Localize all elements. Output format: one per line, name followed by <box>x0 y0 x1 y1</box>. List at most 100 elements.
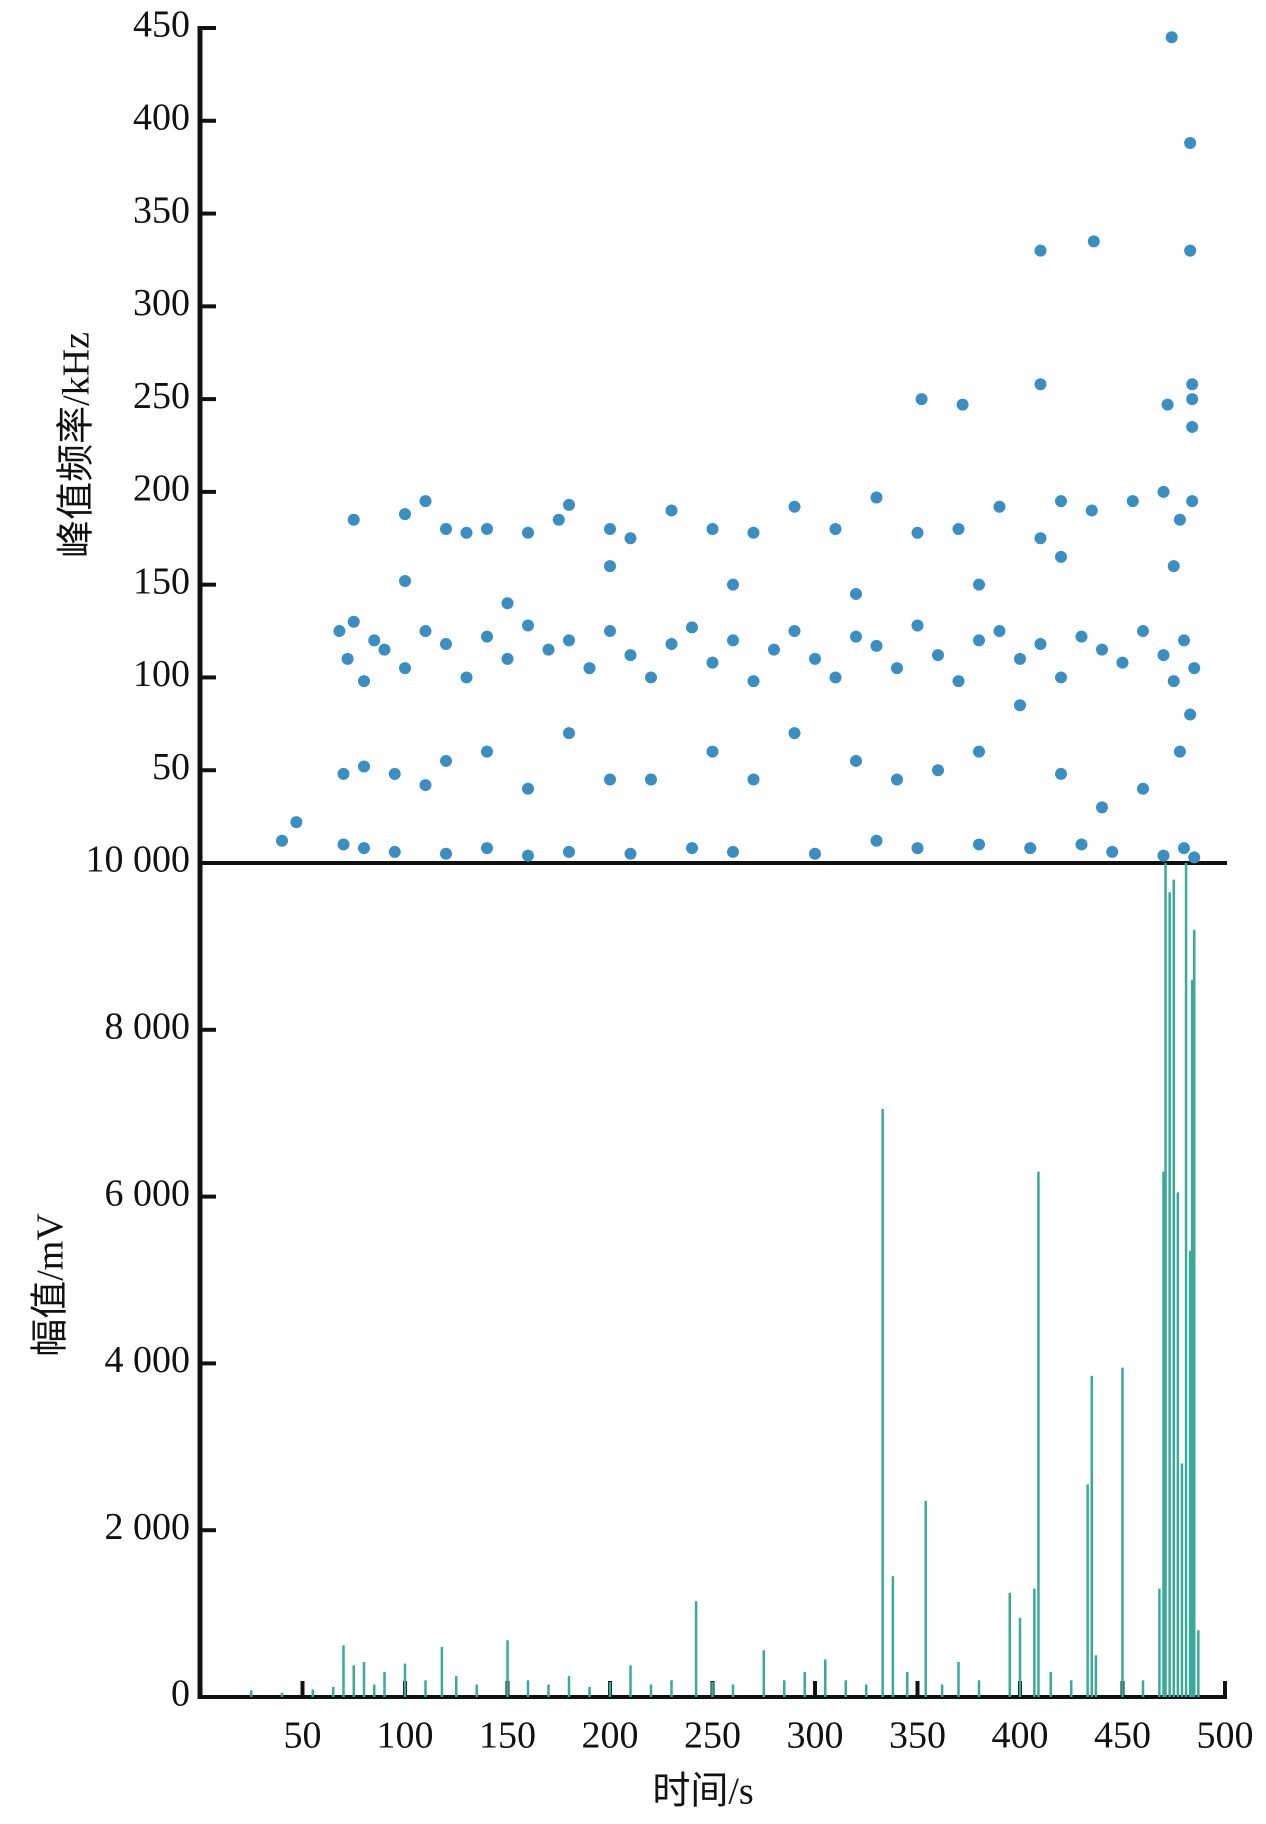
point <box>1184 137 1197 150</box>
point <box>1167 560 1180 573</box>
point <box>522 619 534 632</box>
point <box>993 500 1006 513</box>
point <box>747 526 760 539</box>
point <box>563 727 575 740</box>
point <box>481 842 493 855</box>
point <box>481 745 493 758</box>
point <box>1106 845 1119 858</box>
point <box>1014 699 1026 712</box>
point <box>399 508 411 521</box>
point <box>378 643 391 656</box>
point <box>727 634 739 647</box>
y-tick-label: 250 <box>133 375 190 417</box>
x-tick-label: 500 <box>1197 1715 1254 1757</box>
x-tick-label: 450 <box>1094 1715 1151 1757</box>
point <box>460 526 473 539</box>
point <box>956 398 969 411</box>
x-tick-label: 100 <box>377 1715 434 1757</box>
point <box>1126 495 1139 508</box>
point <box>870 491 883 504</box>
point <box>347 513 360 526</box>
point <box>686 621 698 634</box>
point <box>788 727 801 740</box>
point <box>809 847 821 860</box>
point <box>788 500 801 513</box>
point <box>747 675 760 688</box>
point <box>706 656 719 669</box>
point <box>952 675 965 688</box>
point <box>1167 675 1180 688</box>
point <box>440 847 452 860</box>
point <box>1034 638 1047 651</box>
point <box>891 662 903 675</box>
point <box>542 643 555 656</box>
y-tick-label: 0 <box>171 1673 190 1715</box>
point <box>768 643 780 656</box>
point <box>870 834 883 847</box>
y-tick-label: 8 000 <box>105 1006 191 1048</box>
point <box>337 838 350 851</box>
point <box>1186 393 1199 406</box>
y-tick-label: 350 <box>133 189 190 231</box>
point <box>399 574 411 587</box>
point <box>829 671 842 684</box>
point <box>1157 485 1170 498</box>
point <box>973 745 985 758</box>
point <box>440 754 452 767</box>
x-tick-label: 300 <box>787 1715 844 1757</box>
point <box>1096 801 1108 814</box>
point <box>1173 745 1186 758</box>
point <box>1186 378 1199 391</box>
point <box>399 662 411 675</box>
point <box>583 662 596 675</box>
y-axis-label: 峰值频率/kHz <box>56 332 98 558</box>
point <box>563 634 575 647</box>
point <box>481 523 493 535</box>
point <box>1075 630 1088 643</box>
point <box>645 671 657 684</box>
point <box>522 526 534 539</box>
point <box>368 634 381 647</box>
point <box>911 619 924 632</box>
point <box>686 842 698 855</box>
point <box>1137 625 1149 638</box>
y-tick-label: 450 <box>133 4 190 46</box>
point <box>290 816 303 829</box>
x-axis-label: 时间/s <box>652 1771 753 1813</box>
point <box>1178 634 1190 647</box>
point <box>522 849 534 862</box>
point <box>333 625 346 638</box>
point <box>952 523 965 535</box>
point <box>460 671 473 684</box>
y-tick-label: 50 <box>152 746 190 788</box>
point <box>604 773 616 786</box>
point <box>706 745 719 758</box>
point <box>481 630 493 643</box>
x-tick-label: 400 <box>992 1715 1049 1757</box>
y-tick-label: 150 <box>133 560 190 602</box>
point <box>440 523 452 535</box>
point <box>1157 649 1170 662</box>
y-tick-label: 10 000 <box>86 839 191 881</box>
y-tick-label: 100 <box>133 653 190 695</box>
point <box>911 526 924 539</box>
point <box>788 625 801 638</box>
point <box>419 495 432 508</box>
y-axis-label: 幅值/mV <box>30 1213 72 1357</box>
point <box>1055 495 1067 508</box>
x-tick-label: 350 <box>889 1715 946 1757</box>
point <box>419 779 432 792</box>
point <box>915 393 928 406</box>
point <box>388 767 401 780</box>
point <box>563 845 575 858</box>
point <box>932 649 944 662</box>
x-tick-label: 50 <box>284 1715 322 1757</box>
point <box>973 634 985 647</box>
point <box>522 782 534 795</box>
point <box>1173 513 1186 526</box>
point <box>850 587 862 600</box>
point <box>1055 671 1067 684</box>
point <box>891 773 903 786</box>
